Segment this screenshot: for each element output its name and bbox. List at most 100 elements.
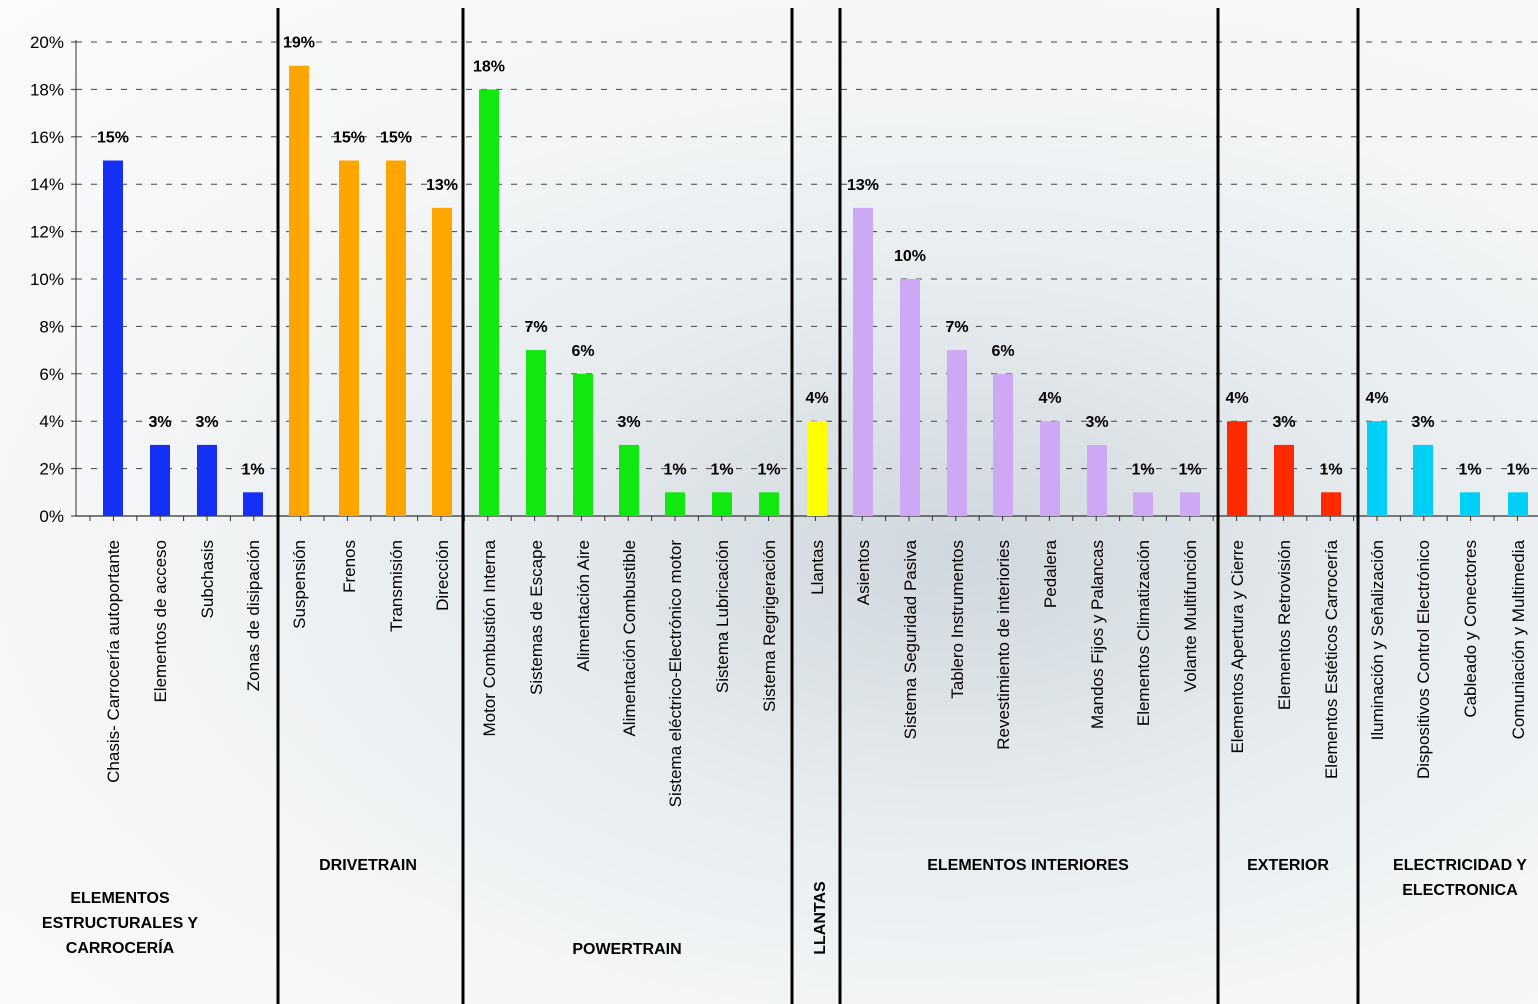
bar xyxy=(1321,492,1341,516)
bar xyxy=(150,444,170,516)
category-label: Sistema Seguridad Pasiva xyxy=(901,539,920,739)
category-label: Iluminación y Señalización xyxy=(1368,540,1387,740)
bar xyxy=(573,373,593,516)
group-label: ELEMENTOS INTERIORES xyxy=(927,857,1129,874)
bar xyxy=(1413,444,1433,516)
data-label: 1% xyxy=(710,461,733,478)
category-label: Elementos Estéticos Carrocería xyxy=(1322,539,1341,779)
bar xyxy=(853,207,873,516)
bar xyxy=(712,492,732,516)
y-tick-label: 18% xyxy=(30,80,64,99)
category-label: Dispositivos Control Electrónico xyxy=(1414,540,1433,779)
group-label: ELECTRONICA xyxy=(1402,882,1518,899)
data-label: 18% xyxy=(473,58,505,75)
bar xyxy=(1367,421,1387,516)
data-label: 3% xyxy=(195,414,218,431)
category-label: Tablero Instrumentos xyxy=(948,540,967,699)
data-label: 3% xyxy=(1085,414,1108,431)
category-label: Transmisión xyxy=(387,540,406,632)
data-label: 1% xyxy=(1319,461,1342,478)
bar xyxy=(103,160,123,516)
data-label: 7% xyxy=(945,319,968,336)
bar xyxy=(1274,444,1294,516)
data-label: 1% xyxy=(1131,461,1154,478)
group-label: EXTERIOR xyxy=(1247,857,1329,874)
y-tick-label: 20% xyxy=(30,33,64,52)
category-label: Suspensión xyxy=(290,540,309,629)
category-label: Alimentación Combustible xyxy=(620,540,639,737)
data-label: 1% xyxy=(1506,461,1529,478)
category-label: Elementos de acceso xyxy=(151,540,170,703)
y-tick-label: 10% xyxy=(30,270,64,289)
data-label: 15% xyxy=(380,130,412,147)
bar xyxy=(619,444,639,516)
data-label: 19% xyxy=(283,35,315,52)
bar xyxy=(1133,492,1153,516)
bar xyxy=(1227,421,1247,516)
bar xyxy=(197,444,217,516)
data-label: 1% xyxy=(1458,461,1481,478)
group-label: DRIVETRAIN xyxy=(319,857,417,874)
data-label: 6% xyxy=(991,343,1014,360)
y-tick-label: 12% xyxy=(30,223,64,242)
category-label: Chasis- Carrocería autoportante xyxy=(104,540,123,783)
data-label: 1% xyxy=(663,461,686,478)
bar xyxy=(479,89,499,517)
data-label: 1% xyxy=(757,461,780,478)
data-label: 4% xyxy=(1038,390,1061,407)
category-label: Pedalera xyxy=(1041,539,1060,608)
data-label: 3% xyxy=(617,414,640,431)
bar xyxy=(289,65,309,516)
category-label: Volante Multifunción xyxy=(1181,540,1200,692)
bar xyxy=(1087,444,1107,516)
group-label: LLANTAS xyxy=(812,881,829,955)
category-label: Motor Combustión Interna xyxy=(480,539,499,736)
data-label: 1% xyxy=(1178,461,1201,478)
group-label: ESTRUCTURALES Y xyxy=(42,915,198,932)
data-label: 4% xyxy=(1365,390,1388,407)
data-label: 15% xyxy=(97,130,129,147)
data-label: 7% xyxy=(524,319,547,336)
data-label: 10% xyxy=(894,248,926,265)
data-label: 15% xyxy=(333,130,365,147)
category-label: Sistema eléctrico-Electrónico motor xyxy=(666,540,685,808)
category-label: Zonas de disipación xyxy=(244,540,263,691)
bar xyxy=(665,492,685,516)
category-label: Alimentación Aire xyxy=(574,540,593,671)
bar xyxy=(759,492,779,516)
category-label: Subchasis xyxy=(198,540,217,618)
bar xyxy=(243,492,263,516)
group-label: POWERTRAIN xyxy=(572,941,681,958)
bar xyxy=(993,373,1013,516)
category-label: Cableado y Conectores xyxy=(1461,540,1480,718)
bar xyxy=(1180,492,1200,516)
y-tick-label: 2% xyxy=(39,460,64,479)
data-label: 4% xyxy=(1225,390,1248,407)
category-label: Revestimiento de interiories xyxy=(994,540,1013,750)
category-label: Sistemas de Escape xyxy=(527,540,546,695)
bar xyxy=(526,350,546,516)
bar xyxy=(432,207,452,516)
bar xyxy=(386,160,406,516)
data-label: 4% xyxy=(805,390,828,407)
bar xyxy=(1460,492,1480,516)
group-label: ELEMENTOS xyxy=(70,890,170,907)
data-label: 1% xyxy=(241,461,264,478)
data-label: 3% xyxy=(1411,414,1434,431)
category-label: Mandos Fijos y Palancas xyxy=(1088,540,1107,729)
y-tick-label: 14% xyxy=(30,175,64,194)
bar xyxy=(947,350,967,516)
y-tick-label: 16% xyxy=(30,128,64,147)
category-label: Sistema Regrigeración xyxy=(760,540,779,712)
group-label: ELECTRICIDAD Y xyxy=(1393,857,1527,874)
data-label: 6% xyxy=(571,343,594,360)
category-label: Asientos xyxy=(854,540,873,605)
data-label: 3% xyxy=(1272,414,1295,431)
data-label: 13% xyxy=(426,177,458,194)
bar xyxy=(900,279,920,516)
group-label: CARROCERÍA xyxy=(66,938,175,957)
y-tick-label: 4% xyxy=(39,412,64,431)
y-tick-label: 0% xyxy=(39,507,64,526)
bar xyxy=(1040,421,1060,516)
